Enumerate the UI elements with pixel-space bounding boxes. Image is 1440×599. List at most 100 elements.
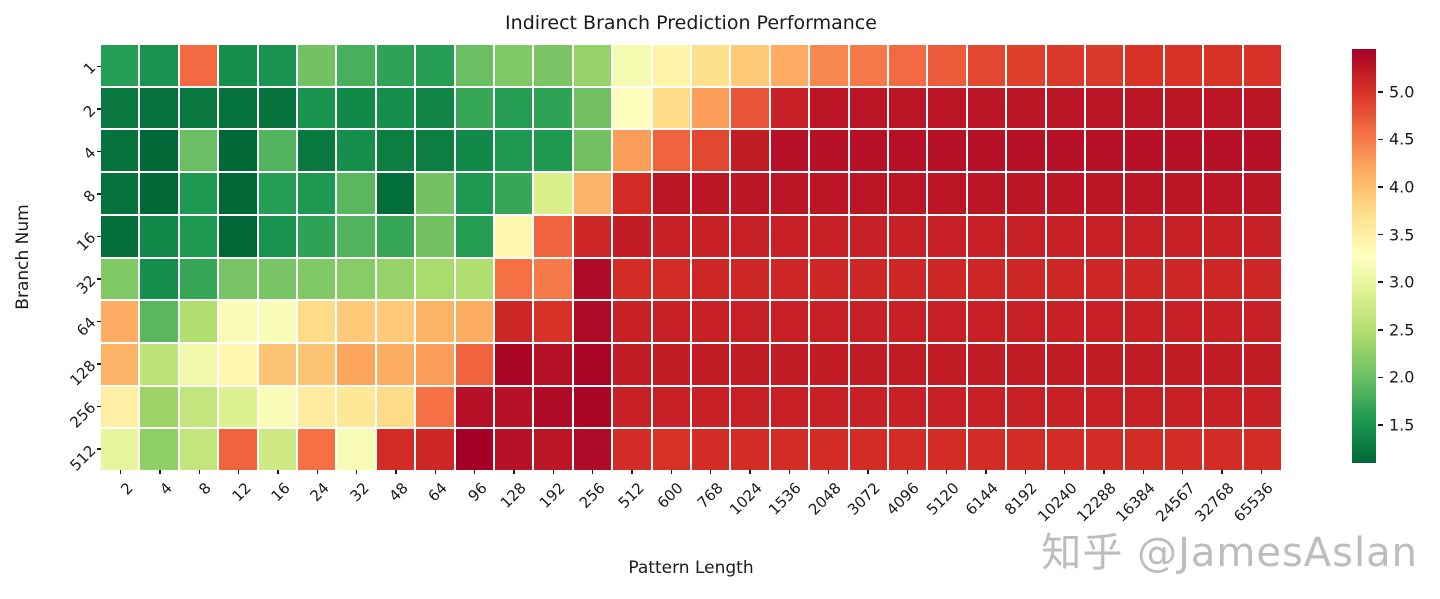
heatmap-grid xyxy=(101,45,1281,470)
x-tick-mark xyxy=(355,470,358,474)
heatmap-cell xyxy=(298,45,336,86)
heatmap-cell xyxy=(455,343,493,385)
x-tick-mark xyxy=(237,470,240,474)
watermark: 知乎 @JamesAslan xyxy=(1041,530,1418,576)
heatmap-cell xyxy=(770,130,809,172)
heatmap-cell xyxy=(1046,87,1084,129)
x-tick-mark xyxy=(591,470,594,474)
heatmap-cell xyxy=(1007,173,1045,214)
heatmap-cell xyxy=(140,343,178,385)
heatmap-cell xyxy=(1046,429,1084,470)
heatmap-cell xyxy=(889,87,927,129)
heatmap-cell xyxy=(1204,301,1242,342)
heatmap-cell xyxy=(298,386,336,428)
heatmap-cell xyxy=(495,386,533,428)
heatmap-cell xyxy=(258,343,296,385)
heatmap-cell xyxy=(376,173,415,214)
heatmap-cell xyxy=(928,173,966,214)
heatmap-cell xyxy=(337,343,375,385)
heatmap-cell xyxy=(1243,301,1281,342)
heatmap-cell xyxy=(258,258,296,300)
heatmap-cell xyxy=(849,258,887,300)
heatmap-cell xyxy=(495,258,533,300)
heatmap-cell xyxy=(337,45,375,86)
heatmap-cell xyxy=(298,130,336,172)
heatmap-cell xyxy=(101,429,139,470)
heatmap-cell xyxy=(1243,429,1281,470)
y-tick-mark xyxy=(97,150,101,152)
heatmap-cell xyxy=(416,130,454,172)
heatmap-cell xyxy=(258,429,296,470)
x-tick-mark xyxy=(631,470,633,474)
heatmap-cell xyxy=(1046,173,1084,214)
heatmap-cell xyxy=(967,386,1006,428)
heatmap-cell xyxy=(258,173,296,214)
heatmap-cell xyxy=(889,301,927,342)
heatmap-cell xyxy=(1243,343,1281,385)
heatmap-cell xyxy=(928,258,966,300)
colorbar-tick-label: 4.0 xyxy=(1389,177,1415,197)
heatmap-cell xyxy=(1164,130,1203,172)
heatmap-cell xyxy=(416,173,454,214)
heatmap-cell xyxy=(455,87,493,129)
heatmap-cell xyxy=(613,343,651,385)
heatmap-cell xyxy=(1204,173,1242,214)
colorbar-tick-mark xyxy=(1378,138,1383,141)
heatmap-cell xyxy=(534,87,572,129)
heatmap-cell xyxy=(1164,173,1203,214)
heatmap-cell xyxy=(455,130,493,172)
heatmap-cell xyxy=(416,343,454,385)
heatmap-cell xyxy=(1046,130,1084,172)
heatmap-cell xyxy=(1243,130,1281,172)
heatmap-cell xyxy=(652,429,690,470)
y-tick-mark xyxy=(97,193,101,195)
heatmap-cell xyxy=(416,301,454,342)
colorbar-tick-label: 1.5 xyxy=(1389,415,1415,435)
heatmap-cell xyxy=(928,87,966,129)
heatmap-cell xyxy=(376,429,415,470)
colorbar-tick-label: 5.0 xyxy=(1389,82,1415,102)
colorbar-tick-mark xyxy=(1378,186,1383,188)
heatmap-cell xyxy=(928,45,966,86)
heatmap-cell xyxy=(652,87,690,129)
heatmap-cell xyxy=(416,429,454,470)
heatmap-cell xyxy=(652,301,690,342)
heatmap-cell xyxy=(376,301,415,342)
heatmap-cell xyxy=(1007,258,1045,300)
heatmap-cell xyxy=(376,45,415,86)
x-tick-mark xyxy=(159,470,161,474)
y-tick-mark xyxy=(97,448,101,450)
heatmap-cell xyxy=(692,215,730,257)
heatmap-cell xyxy=(573,45,612,86)
heatmap-cell xyxy=(1007,215,1045,257)
heatmap-cell xyxy=(1243,173,1281,214)
heatmap-cell xyxy=(731,173,769,214)
heatmap-cell xyxy=(495,130,533,172)
heatmap-cell xyxy=(534,45,572,86)
y-tick-mark xyxy=(97,405,101,407)
heatmap-cell xyxy=(1164,429,1203,470)
heatmap-cell xyxy=(416,258,454,300)
heatmap-cell xyxy=(652,386,690,428)
heatmap-cell xyxy=(455,215,493,257)
heatmap-cell xyxy=(889,386,927,428)
heatmap-cell xyxy=(967,87,1006,129)
heatmap-cell xyxy=(219,173,257,214)
heatmap-cell xyxy=(889,45,927,86)
heatmap-cell xyxy=(219,258,257,300)
heatmap-cell xyxy=(258,45,296,86)
heatmap-cell xyxy=(573,386,612,428)
heatmap-cell xyxy=(692,301,730,342)
heatmap-cell xyxy=(534,301,572,342)
heatmap-cell xyxy=(298,301,336,342)
heatmap-cell xyxy=(573,258,612,300)
heatmap-cell xyxy=(731,258,769,300)
heatmap-cell xyxy=(376,215,415,257)
heatmap-cell xyxy=(179,173,218,214)
heatmap-cell xyxy=(810,173,848,214)
heatmap-cell xyxy=(495,215,533,257)
heatmap-cell xyxy=(101,343,139,385)
colorbar-tick-mark xyxy=(1378,376,1383,379)
heatmap-cell xyxy=(1164,343,1203,385)
heatmap-cell xyxy=(1007,45,1045,86)
